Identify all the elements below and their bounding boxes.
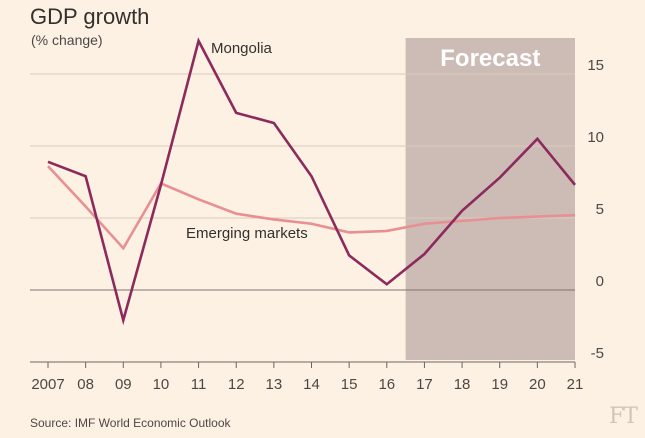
ft-logo: FT: [609, 404, 638, 429]
x-tick-label: 13: [266, 376, 283, 393]
x-tick-label: 11: [191, 376, 207, 393]
y-tick-label: -5: [591, 345, 604, 362]
forecast-label: Forecast: [440, 45, 540, 72]
chart-subtitle: (% change): [31, 32, 103, 48]
source-note: Source: IMF World Economic Outlook: [30, 416, 231, 430]
x-tick-label: 10: [153, 376, 170, 393]
chart-title: GDP growth: [30, 4, 150, 29]
x-tick-label: 19: [491, 376, 508, 393]
x-tick-label: 16: [378, 376, 395, 393]
x-tick-label: 2007: [31, 376, 64, 393]
forecast-band: [405, 38, 575, 360]
x-tick-label: 20: [529, 376, 546, 393]
x-tick-label: 15: [341, 376, 358, 393]
y-tick-label: 5: [596, 201, 604, 218]
y-tick-label: 10: [587, 129, 604, 146]
x-tick-label: 14: [303, 376, 320, 393]
series-label-mongolia: Mongolia: [211, 40, 273, 57]
y-tick-label: 0: [596, 273, 604, 290]
x-tick-label: 21: [567, 376, 584, 393]
x-tick-label: 17: [416, 376, 433, 393]
x-tick-label: 09: [115, 376, 132, 393]
x-tick-label: 12: [228, 376, 245, 393]
y-tick-label: 15: [587, 57, 604, 74]
series-label-emerging-markets: Emerging markets: [186, 225, 308, 242]
x-tick-label: 08: [77, 376, 94, 393]
x-tick-label: 18: [454, 376, 471, 393]
